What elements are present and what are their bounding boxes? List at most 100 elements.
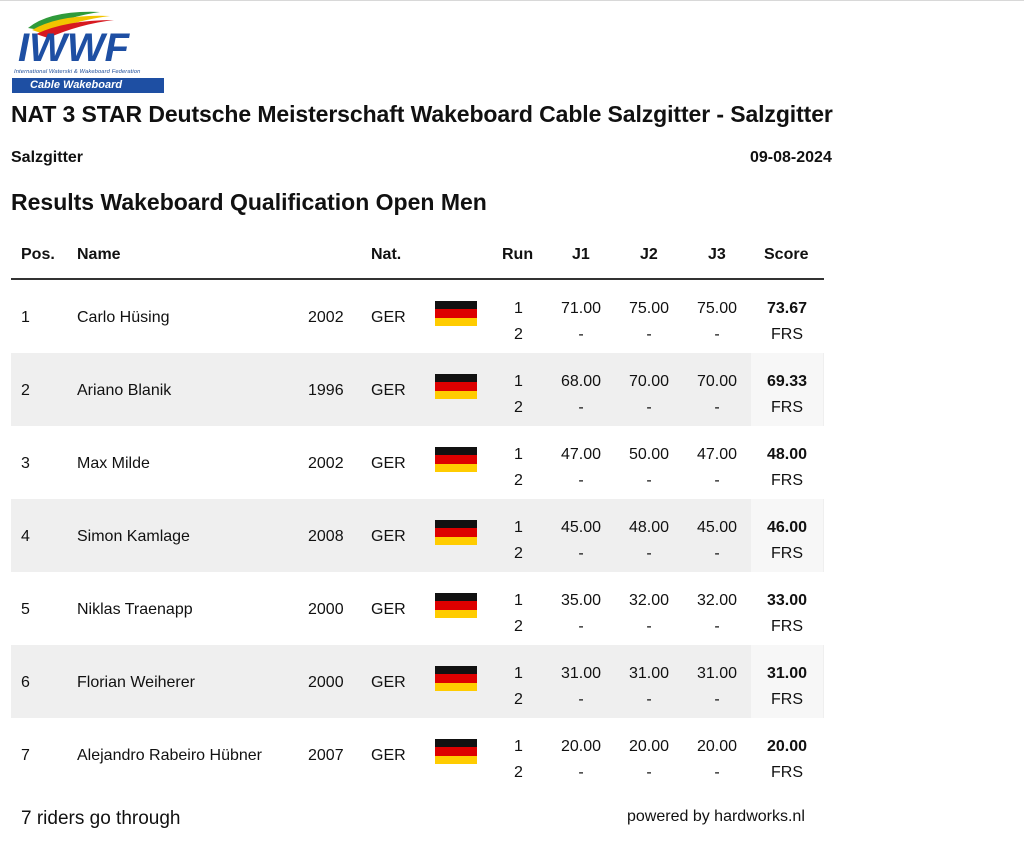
judge-3-run-1: 20.00 [696, 738, 738, 755]
table-row: 5 Niklas Traenapp 2000 GER 1 2 35.00-32.00-32.… [11, 572, 824, 645]
germany-flag-icon [435, 301, 477, 326]
judge-3-run-2: - [714, 326, 720, 343]
score-status: FRS [771, 472, 803, 489]
event-date: 09-08-2024 [750, 149, 832, 166]
run-2: 2 [514, 399, 523, 416]
header-run: Run [502, 246, 534, 263]
judge-3-run-2: - [714, 618, 720, 635]
judge-3-scores: 31.00 - [687, 661, 747, 713]
judge-3-scores: 20.00 - [687, 734, 747, 786]
header-name: Name [77, 246, 121, 263]
rider-name: Alejandro Rabeiro Hübner [77, 747, 262, 764]
judge-1-run-2: - [578, 618, 584, 635]
rider-nation: GER [371, 455, 406, 472]
judge-3-run-1: 31.00 [696, 665, 738, 682]
rider-birth-year: 2008 [308, 528, 344, 545]
judge-1-scores: 31.00 - [551, 661, 611, 713]
judge-3-run-1: 75.00 [696, 300, 738, 317]
judge-2-scores: 48.00 - [619, 515, 679, 567]
rider-nation: GER [371, 601, 406, 618]
run-2: 2 [514, 691, 523, 708]
run-1: 1 [514, 592, 523, 609]
rider-birth-year: 2002 [308, 309, 344, 326]
judge-2-run-1: 75.00 [628, 300, 670, 317]
rider-birth-year: 2007 [308, 747, 344, 764]
run-1: 1 [514, 300, 523, 317]
header-score: Score [764, 246, 809, 263]
rider-position: 7 [21, 747, 30, 764]
judge-2-run-1: 50.00 [628, 446, 670, 463]
rider-position: 5 [21, 601, 30, 618]
judge-2-run-2: - [646, 472, 652, 489]
judge-3-run-1: 32.00 [696, 592, 738, 609]
final-score: 20.00 [766, 738, 808, 755]
judge-1-scores: 68.00 - [551, 369, 611, 421]
rider-nation: GER [371, 747, 406, 764]
judge-2-run-1: 31.00 [628, 665, 670, 682]
logo-federation-text: International Waterski & Wakeboard Feder… [14, 69, 141, 75]
score-status: FRS [771, 399, 803, 416]
judge-3-run-1: 45.00 [696, 519, 738, 536]
germany-flag-icon [435, 739, 477, 764]
rider-position: 2 [21, 382, 30, 399]
judge-2-run-2: - [646, 618, 652, 635]
rider-position: 1 [21, 309, 30, 326]
header-nat: Nat. [371, 246, 402, 263]
results-table: Pos. Name Nat. Run J1 J2 J3 Score 1 Carlo… [11, 232, 824, 791]
judge-1-run-1: 45.00 [560, 519, 602, 536]
score-status: FRS [771, 764, 803, 781]
judge-3-scores: 75.00 - [687, 296, 747, 348]
judge-1-scores: 20.00 - [551, 734, 611, 786]
judge-3-scores: 47.00 - [687, 442, 747, 494]
judge-1-run-1: 68.00 [560, 373, 602, 390]
score-cell: 20.00 FRS [751, 718, 823, 791]
table-header: Pos. Name Nat. Run J1 J2 J3 Score [11, 232, 824, 280]
run-2: 2 [514, 764, 523, 781]
judge-2-run-2: - [646, 545, 652, 562]
judge-1-run-2: - [578, 472, 584, 489]
judge-3-run-2: - [714, 764, 720, 781]
judge-1-run-1: 20.00 [560, 738, 602, 755]
judge-3-run-2: - [714, 691, 720, 708]
judge-3-run-2: - [714, 472, 720, 489]
rider-position: 4 [21, 528, 30, 545]
score-cell: 73.67 FRS [751, 280, 823, 353]
rider-birth-year: 2000 [308, 674, 344, 691]
score-status: FRS [771, 691, 803, 708]
run-1: 1 [514, 738, 523, 755]
final-score: 48.00 [766, 446, 808, 463]
rider-position: 3 [21, 455, 30, 472]
score-cell: 46.00 FRS [751, 499, 823, 572]
judge-1-run-1: 35.00 [560, 592, 602, 609]
header-j2: J2 [640, 246, 658, 263]
rider-birth-year: 2002 [308, 455, 344, 472]
rider-birth-year: 2000 [308, 601, 344, 618]
judge-2-run-1: 32.00 [628, 592, 670, 609]
judge-3-run-2: - [714, 399, 720, 416]
rider-nation: GER [371, 309, 406, 326]
score-status: FRS [771, 326, 803, 343]
judge-2-scores: 70.00 - [619, 369, 679, 421]
germany-flag-icon [435, 447, 477, 472]
powered-by-link[interactable]: powered by hardworks.nl [627, 808, 805, 825]
score-cell: 69.33 FRS [751, 353, 823, 426]
rider-nation: GER [371, 674, 406, 691]
judge-2-run-2: - [646, 691, 652, 708]
rider-name: Max Milde [77, 455, 150, 472]
run-1: 1 [514, 519, 523, 536]
top-divider [0, 0, 1024, 1]
table-row: 6 Florian Weiherer 2000 GER 1 2 31.00-31.00-31… [11, 645, 824, 718]
rider-nation: GER [371, 382, 406, 399]
run-2: 2 [514, 472, 523, 489]
run-1: 1 [514, 373, 523, 390]
judge-3-run-2: - [714, 545, 720, 562]
rider-position: 6 [21, 674, 30, 691]
score-cell: 48.00 FRS [751, 426, 823, 499]
judge-1-scores: 45.00 - [551, 515, 611, 567]
judge-2-scores: 75.00 - [619, 296, 679, 348]
